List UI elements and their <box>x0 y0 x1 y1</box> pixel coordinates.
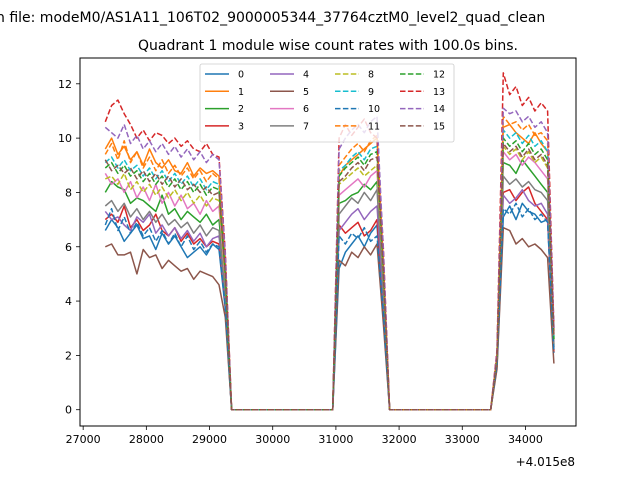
series-line-11 <box>104 115 555 411</box>
legend-label-9: 9 <box>368 87 374 98</box>
x-axis-ticks: 27000 28000 29000 30000 31000 32000 33000 34000 <box>66 426 543 446</box>
x-tick-label: 30000 <box>255 433 290 446</box>
legend-label-13: 13 <box>433 87 445 98</box>
legend-label-14: 14 <box>433 104 445 115</box>
y-tick-label: 2 <box>65 349 72 362</box>
chart-title: Quadrant 1 module wise count rates with … <box>138 38 518 54</box>
series-line-9 <box>104 129 555 411</box>
legend-label-11: 11 <box>368 121 380 132</box>
x-tick-label: 34000 <box>508 433 543 446</box>
y-tick-label: 0 <box>65 404 72 417</box>
legend-label-6: 6 <box>303 104 309 115</box>
y-tick-label: 10 <box>58 132 72 145</box>
x-tick-label: 27000 <box>66 433 101 446</box>
legend-label-7: 7 <box>303 121 309 132</box>
series-lines <box>104 72 555 411</box>
legend-label-15: 15 <box>433 121 445 132</box>
legend-label-10: 10 <box>368 104 380 115</box>
y-tick-label: 8 <box>65 186 72 199</box>
series-line-13 <box>104 72 555 411</box>
legend-label-5: 5 <box>303 87 309 98</box>
x-tick-label: 31000 <box>318 433 353 446</box>
legend-label-8: 8 <box>368 70 374 81</box>
axes-frame <box>79 57 577 427</box>
y-tick-label: 6 <box>65 241 72 254</box>
x-tick-label: 29000 <box>192 433 227 446</box>
legend-label-1: 1 <box>238 87 244 98</box>
legend-label-4: 4 <box>303 70 309 81</box>
x-axis-offset-label: +4.015e8 <box>516 455 575 469</box>
legend-label-12: 12 <box>433 70 445 81</box>
x-tick-label: 33000 <box>445 433 480 446</box>
y-tick-label: 12 <box>58 78 72 91</box>
series-line-15 <box>104 142 555 411</box>
x-tick-label: 32000 <box>382 433 417 446</box>
legend-label-0: 0 <box>238 70 244 81</box>
legend-label-3: 3 <box>238 121 244 132</box>
figure-suptitle: n file: modeM0/AS1A11_106T02_9000005344_… <box>0 10 545 26</box>
y-axis-ticks: 0 2 4 6 8 10 12 <box>58 78 80 417</box>
legend-label-2: 2 <box>238 104 244 115</box>
legend-box <box>199 63 455 143</box>
y-tick-label: 4 <box>65 295 72 308</box>
plot-area: 27000 28000 29000 30000 31000 32000 33000 34000… <box>58 57 577 446</box>
series-line-14 <box>104 107 555 411</box>
x-tick-label: 28000 <box>129 433 164 446</box>
